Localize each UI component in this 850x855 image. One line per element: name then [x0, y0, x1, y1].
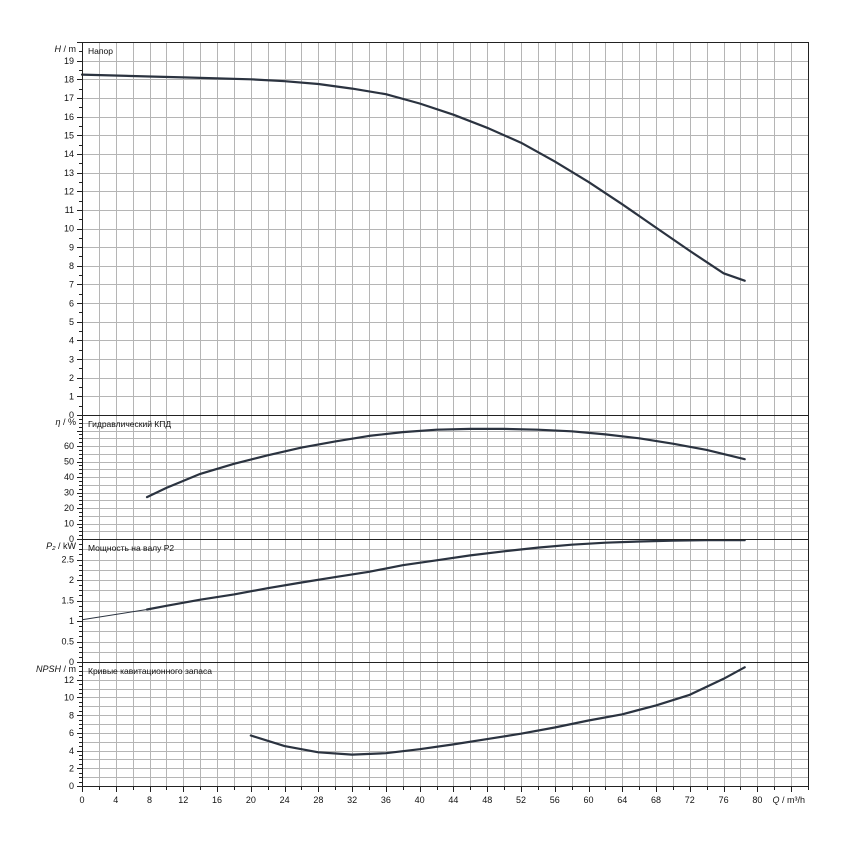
- panel-4-y-tick-label: 2: [69, 763, 74, 773]
- panel-3-y-tick-label: 0: [69, 657, 74, 667]
- x-tick-label: 4: [113, 795, 118, 805]
- panel-2-y-tick-label: 30: [64, 488, 74, 498]
- panel-1-y-tick-label: 12: [64, 186, 74, 196]
- panel-1-y-tick-label: 4: [69, 336, 74, 346]
- panel-2-y-tick-label: 0: [69, 534, 74, 544]
- panel-4-y-axis-title: NPSH / m: [36, 664, 76, 674]
- panel-1-y-tick-label: 15: [64, 130, 74, 140]
- panel-3-series-line: [81, 609, 148, 621]
- x-tick-label: 12: [178, 795, 188, 805]
- panel-3-series-line: [145, 539, 746, 611]
- panel-1-y-tick-label: 18: [64, 75, 74, 85]
- panel-1-y-tick-label: 14: [64, 149, 74, 159]
- panel-1-y-tick-label: 1: [69, 392, 74, 402]
- panel-2-y-axis-symbol: η: [55, 417, 60, 427]
- x-tick-label: 60: [584, 795, 594, 805]
- panel-2-y-tick-label: 10: [64, 519, 74, 529]
- panel-4-frame: [82, 662, 809, 787]
- panel-1-y-tick-label: 16: [64, 112, 74, 122]
- x-tick-label: 28: [313, 795, 323, 805]
- x-tick-label: 8: [147, 795, 152, 805]
- x-tick-label: 36: [381, 795, 391, 805]
- x-tick-label: 48: [482, 795, 492, 805]
- panel-1-y-tick-label: 3: [69, 354, 74, 364]
- x-tick-label: 40: [415, 795, 425, 805]
- panel-3-y-axis-title: P₂ / kW: [46, 541, 76, 551]
- panel-1-series-line: [80, 73, 746, 282]
- panel-3-y-tick-label: 2.5: [61, 555, 74, 565]
- x-tick-label: 0: [79, 795, 84, 805]
- panel-1-y-tick-label: 6: [69, 298, 74, 308]
- panel-4-y-tick-label: 4: [69, 746, 74, 756]
- curves-layer: [80, 73, 746, 756]
- x-axis-title: Q / m³/h: [772, 795, 805, 805]
- panel-3-y-tick-label: 1.5: [61, 596, 74, 606]
- panel-1-y-tick-label: 5: [69, 317, 74, 327]
- panel-4-y-tick-label: 6: [69, 728, 74, 738]
- panel-4-title: Кривые кавитационного запаса: [88, 666, 212, 676]
- panel-2-y-axis-unit: / %: [60, 417, 76, 427]
- x-tick-label: 64: [617, 795, 627, 805]
- x-tick-label: 68: [651, 795, 661, 805]
- panel-1-y-axis-title: H / m: [55, 44, 77, 54]
- panel-2-series-line: [145, 427, 746, 499]
- panel-1-y-tick-label: 17: [64, 93, 74, 103]
- panel-4-y-tick-label: 0: [69, 781, 74, 791]
- panel-4-y-axis-unit: / m: [61, 664, 76, 674]
- panel-3-title: Мощность на валу P2: [88, 543, 174, 553]
- panel-1-y-axis-symbol: H: [55, 44, 62, 54]
- panel-3-y-tick-label: 1: [69, 616, 74, 626]
- x-tick-label: 76: [719, 795, 729, 805]
- panel-1-y-tick-label: 7: [69, 280, 74, 290]
- grid-layer: [82, 42, 808, 786]
- x-tick-label: 32: [347, 795, 357, 805]
- panel-3-y-tick-label: 0.5: [61, 637, 74, 647]
- panel-4-y-tick-label: 12: [64, 675, 74, 685]
- x-tick-label: 72: [685, 795, 695, 805]
- panel-1-y-tick-label: 10: [64, 224, 74, 234]
- x-axis-symbol: Q: [772, 795, 779, 805]
- panel-4-y-tick-label: 10: [64, 693, 74, 703]
- x-tick-label: 52: [516, 795, 526, 805]
- panel-1-title: Напор: [88, 46, 113, 56]
- x-tick-label: 44: [448, 795, 458, 805]
- panel-1-y-tick-label: 9: [69, 242, 74, 252]
- panel-4-y-tick-label: 8: [69, 710, 74, 720]
- panel-1-y-tick-label: 19: [64, 56, 74, 66]
- panel-1-y-tick-label: 8: [69, 261, 74, 271]
- panel-3-y-axis-unit: / kW: [56, 541, 77, 551]
- panel-2-y-tick-label: 40: [64, 472, 74, 482]
- x-tick-label: 20: [246, 795, 256, 805]
- x-axis-unit: / m³/h: [779, 795, 805, 805]
- panel-2-y-tick-label: 50: [64, 457, 74, 467]
- x-tick-label: 80: [752, 795, 762, 805]
- frames-layer: [77, 42, 809, 792]
- panel-2-title: Гидравлический КПД: [88, 419, 171, 429]
- panel-3-y-tick-label: 2: [69, 575, 74, 585]
- panel-1-y-tick-label: 11: [65, 205, 74, 215]
- panel-3-y-axis-symbol: P₂: [46, 541, 56, 551]
- x-tick-label: 16: [212, 795, 222, 805]
- panel-1-y-tick-label: 2: [69, 373, 74, 383]
- panel-4-y-axis-symbol: NPSH: [36, 664, 62, 674]
- x-tick-label: 56: [550, 795, 560, 805]
- panel-1-y-axis-unit: / m: [61, 44, 76, 54]
- panel-2-y-tick-label: 60: [64, 441, 74, 451]
- panel-1-y-tick-label: 13: [64, 168, 74, 178]
- x-tick-label: 24: [280, 795, 290, 805]
- panel-2-y-axis-title: η / %: [55, 417, 76, 427]
- panel-2-y-tick-label: 20: [64, 503, 74, 513]
- panel-4-series-line: [249, 666, 746, 756]
- panel-1-y-tick-label: 0: [69, 410, 74, 420]
